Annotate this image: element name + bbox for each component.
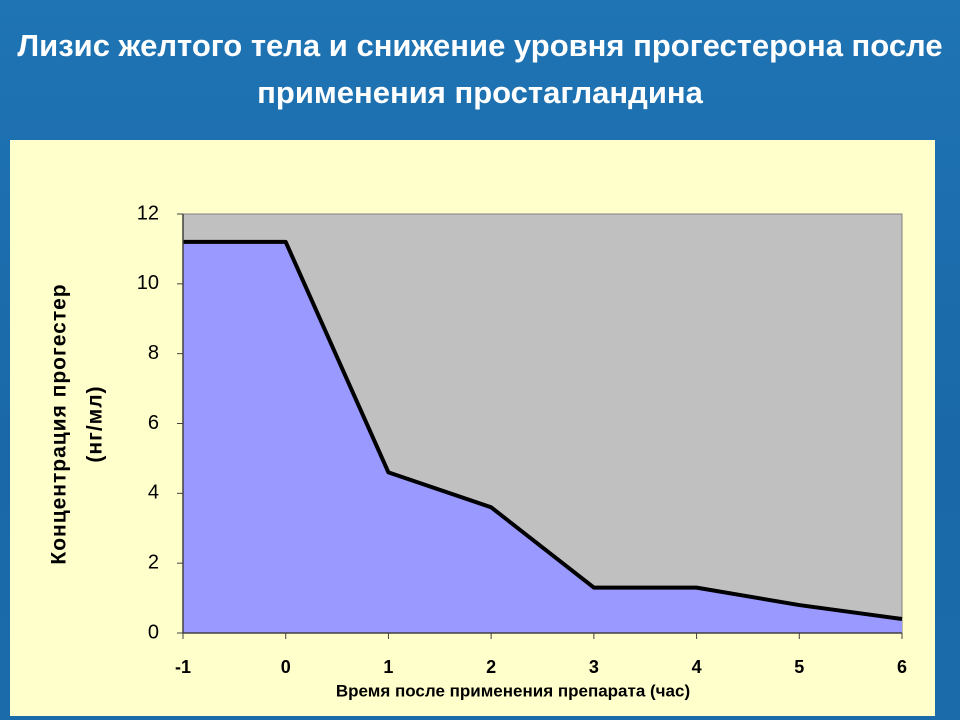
x-tick-label: 0	[281, 657, 291, 677]
title-text: Лизис желтого тела и снижение уровня про…	[17, 28, 943, 110]
x-axis-label: Время после применения препарата (час)	[336, 681, 690, 700]
x-tick-label: 2	[486, 657, 496, 677]
y-tick-label: 10	[137, 272, 159, 294]
y-axis-label: (нг/мл)	[84, 385, 107, 462]
area	[183, 241, 902, 633]
x-tick-label: 4	[692, 657, 702, 677]
y-axis-label: Концентрация прогестер	[48, 283, 71, 564]
y-tick-label: 12	[137, 202, 159, 224]
x-tick-label: 5	[794, 657, 804, 677]
y-tick-label: 6	[148, 412, 159, 434]
slide-title: Лизис желтого тела и снижение уровня про…	[0, 22, 960, 116]
x-tick-label: 1	[383, 657, 393, 677]
y-tick-label: 0	[148, 621, 159, 643]
line	[183, 239, 903, 622]
y-tick-label: 4	[148, 482, 159, 504]
y-tick-label: 2	[148, 551, 159, 573]
x-tick-label: 3	[589, 657, 599, 677]
x-tick-label: 6	[897, 657, 907, 677]
x-tick-label: -1	[175, 657, 191, 677]
y-tick-label: 8	[148, 342, 159, 364]
